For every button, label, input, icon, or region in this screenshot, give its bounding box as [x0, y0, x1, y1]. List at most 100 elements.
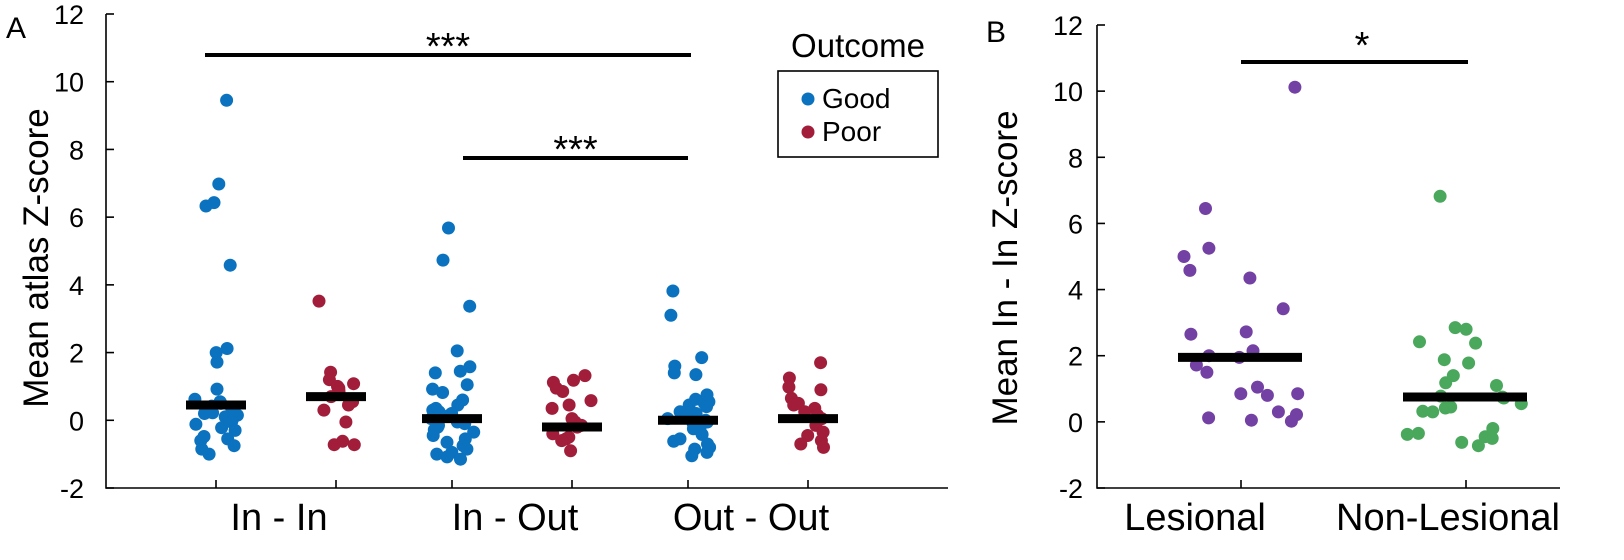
category-label-in-out: In - Out	[452, 497, 579, 539]
y-tick-label: 6	[1068, 209, 1083, 239]
data-point-in-out-good	[460, 378, 474, 392]
data-point-in-out-good	[442, 221, 455, 235]
data-point-out-out-good	[664, 308, 678, 322]
data-point-non-lesional	[1471, 439, 1485, 453]
data-point-lesional	[1291, 387, 1305, 401]
data-point-out-out-poor	[814, 383, 828, 397]
legend-label-poor: Poor	[822, 116, 881, 147]
data-point-in-out-poor	[567, 373, 580, 387]
panel-b-ticks: -2 0 2 4 6 8 10 12	[1053, 11, 1467, 504]
y-tick-label: -2	[1059, 474, 1083, 504]
category-label-in-in: In - In	[230, 497, 327, 539]
data-point-in-in-poor	[347, 377, 361, 391]
data-point-non-lesional	[1411, 426, 1425, 440]
panel-b-axes	[1096, 25, 1560, 489]
data-point-in-in-poor	[347, 438, 361, 452]
y-tick-label: 10	[54, 68, 84, 98]
data-point-lesional	[1276, 302, 1290, 316]
data-point-lesional	[1288, 80, 1302, 94]
data-point-in-out-good	[426, 382, 440, 396]
y-tick-label: 0	[1068, 408, 1083, 438]
data-point-non-lesional	[1485, 431, 1499, 445]
y-tick-label: 2	[1068, 342, 1083, 372]
data-point-lesional	[1200, 365, 1214, 379]
legend-label-good: Good	[822, 83, 891, 114]
data-point-in-in-good	[209, 346, 223, 360]
data-point-lesional	[1184, 327, 1198, 341]
data-point-in-out-good	[430, 447, 444, 461]
data-point-in-in-poor	[312, 294, 326, 308]
category-label-out-out: Out - Out	[673, 497, 830, 539]
legend-title: Outcome	[791, 27, 925, 64]
data-point-in-out-good	[463, 299, 477, 313]
data-point-in-in-good	[223, 258, 237, 272]
data-point-in-in-good	[210, 355, 224, 369]
significance-label: ***	[553, 129, 598, 171]
panel-a-letter: A	[6, 12, 26, 45]
y-tick-label: 4	[1068, 276, 1083, 306]
category-label-lesional: Lesional	[1124, 497, 1266, 539]
data-point-lesional	[1284, 414, 1298, 428]
y-tick-label: 12	[1053, 11, 1083, 41]
legend-box	[777, 70, 939, 158]
data-point-out-out-good	[689, 368, 703, 382]
data-point-in-in-good	[227, 439, 241, 453]
significance-label: ***	[426, 26, 471, 68]
data-point-in-in-good	[212, 177, 226, 191]
data-point-in-in-poor	[327, 438, 341, 452]
y-tick-label: 6	[69, 203, 84, 233]
y-tick-label: 8	[69, 135, 84, 165]
legend-marker-good	[801, 92, 815, 106]
data-point-in-out-poor	[555, 434, 569, 448]
y-tick-label: -2	[60, 474, 84, 504]
data-point-non-lesional	[1490, 379, 1503, 392]
data-point-non-lesional	[1469, 336, 1483, 350]
data-point-lesional	[1177, 250, 1191, 263]
data-point-lesional	[1199, 202, 1212, 215]
data-point-in-out-good	[436, 386, 450, 399]
data-point-in-out-good	[436, 253, 450, 267]
data-point-lesional	[1234, 387, 1248, 401]
data-point-out-out-poor	[817, 440, 830, 454]
y-tick-label: 2	[69, 339, 84, 369]
data-point-out-out-good	[666, 284, 680, 298]
data-point-in-in-good	[228, 423, 242, 437]
data-point-out-out-good	[700, 400, 713, 414]
data-point-in-in-good	[189, 417, 203, 431]
data-point-non-lesional	[1455, 435, 1469, 449]
panel-b-medians	[1178, 352, 1527, 402]
data-point-non-lesional	[1438, 401, 1452, 415]
data-point-in-out-poor	[584, 394, 598, 408]
data-point-out-out-good	[695, 351, 709, 365]
data-point-in-in-good	[198, 407, 211, 420]
y-tick-label: 0	[69, 406, 84, 436]
data-point-in-in-poor	[317, 403, 331, 417]
significance-label: *	[1355, 25, 1370, 67]
data-point-out-out-good	[700, 445, 714, 459]
panel-a-ticks: -2 0 2 4 6 8 10 12	[54, 0, 809, 504]
data-point-in-out-good	[428, 366, 442, 380]
data-point-non-lesional	[1416, 404, 1430, 418]
data-point-non-lesional	[1426, 405, 1440, 419]
data-point-lesional	[1183, 263, 1197, 277]
data-point-lesional	[1244, 413, 1258, 427]
data-point-lesional	[1202, 411, 1216, 425]
y-tick-label: 4	[69, 271, 84, 301]
data-point-non-lesional	[1439, 376, 1453, 390]
data-point-in-out-poor	[545, 401, 559, 415]
data-point-in-out-poor	[578, 369, 592, 383]
category-label-non-lesional: Non-Lesional	[1336, 497, 1560, 539]
y-tick-label: 10	[1053, 77, 1083, 107]
data-point-non-lesional	[1437, 353, 1451, 367]
data-point-out-out-poor	[787, 398, 801, 412]
y-tick-label: 12	[54, 0, 84, 30]
data-point-in-out-poor	[562, 398, 576, 412]
data-point-in-out-good	[440, 450, 454, 464]
panel-b-letter: B	[986, 16, 1006, 49]
data-point-in-in-poor	[342, 398, 355, 412]
data-point-in-in-good	[220, 342, 234, 355]
panel-a-medians	[186, 392, 838, 432]
data-point-non-lesional	[1459, 322, 1473, 336]
data-point-lesional	[1202, 241, 1216, 255]
data-point-out-out-good	[685, 449, 699, 463]
